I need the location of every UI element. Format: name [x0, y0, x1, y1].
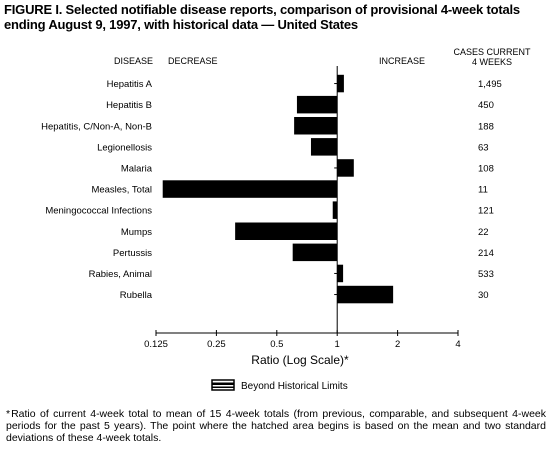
x-tick-label: 0.25 [207, 339, 226, 350]
header-disease: DISEASE [114, 56, 153, 66]
figure-title-line-2: ending August 9, 1997, with historical d… [4, 17, 358, 32]
cases-value: 108 [478, 163, 494, 174]
chart-row: Measles, Total 11 [91, 180, 488, 198]
cases-value: 1,495 [478, 79, 502, 90]
chart-row: Hepatitis B 450 [106, 95, 494, 114]
legend: Beyond Historical Limits [211, 379, 348, 392]
chart-row: Rubella 30 [120, 285, 489, 304]
ratio-bar [310, 138, 338, 156]
category-label: Malaria [121, 163, 153, 174]
category-label: Hepatitis, C/Non-A, Non-B [41, 121, 152, 132]
legend-swatch-icon [211, 379, 235, 391]
category-label: Mumps [121, 227, 152, 238]
cases-value: 63 [478, 142, 489, 153]
category-label: Rubella [120, 290, 153, 301]
ratio-bar [337, 159, 354, 177]
chart-row: Malaria 108 [121, 159, 494, 177]
x-tick-label: 1 [335, 339, 340, 350]
cases-value: 533 [478, 269, 494, 280]
header-increase: INCREASE [379, 56, 425, 66]
x-axis: 0.125 0.25 0.5 1 2 4 [144, 66, 461, 350]
x-tick-label: 0.125 [144, 339, 168, 350]
footnote-mark: * [6, 408, 11, 420]
x-tick-label: 0.5 [270, 339, 283, 350]
category-label: Pertussis [113, 248, 152, 259]
legend-label: Beyond Historical Limits [241, 381, 348, 392]
x-tick-label: 2 [395, 339, 400, 350]
cases-value: 214 [478, 248, 494, 259]
ratio-bar [337, 264, 344, 283]
footnote: *Ratio of current 4-week total to mean o… [6, 408, 546, 444]
chart-rows: Hepatitis A 1,495 Hepatitis B 450 Hepatitis,… [41, 74, 502, 304]
header-decrease: DECREASE [168, 56, 218, 66]
header-cases-line-1: CASES CURRENT [453, 47, 531, 57]
figure-title-line-1: FIGURE I. Selected notifiable disease re… [4, 2, 520, 17]
chart-row: Legionellosis 63 [97, 138, 489, 156]
header-cases-line-2: 4 WEEKS [472, 57, 512, 67]
ratio-bar [294, 117, 338, 135]
ratio-bar [292, 243, 338, 262]
ratio-bar [337, 74, 344, 93]
cases-value: 121 [478, 206, 494, 217]
category-label: Rabies, Animal [89, 269, 152, 280]
category-label: Hepatitis A [107, 79, 153, 90]
chart-row: Hepatitis, C/Non-A, Non-B 188 [41, 117, 494, 135]
chart-row: Rabies, Animal 533 [89, 264, 494, 283]
ratio-bar [337, 285, 394, 304]
figure-title: FIGURE I. Selected notifiable disease re… [4, 2, 549, 32]
chart-row: Pertussis 214 [113, 243, 494, 262]
footnote-text: Ratio of current 4-week total to mean of… [6, 408, 546, 444]
ratio-bar [296, 95, 338, 114]
x-tick-label: 4 [455, 339, 460, 350]
category-label: Meningococcal Infections [45, 206, 152, 217]
cases-value: 11 [478, 185, 488, 196]
bar-chart: DISEASE DECREASE INCREASE CASES CURRENT … [41, 47, 531, 392]
chart-row: Mumps 22 [121, 222, 489, 240]
ratio-bar [162, 180, 338, 198]
cases-value: 22 [478, 227, 489, 238]
category-label: Measles, Total [91, 185, 152, 196]
chart-row: Meningococcal Infections 121 [45, 201, 494, 219]
category-label: Hepatitis B [106, 100, 152, 111]
cases-value: 188 [478, 121, 494, 132]
cases-value: 450 [478, 100, 494, 111]
x-axis-label: Ratio (Log Scale)* [251, 353, 349, 367]
ratio-bar [235, 222, 338, 240]
chart-row: Hepatitis A 1,495 [107, 74, 502, 93]
cases-value: 30 [478, 290, 489, 301]
category-label: Legionellosis [97, 142, 152, 153]
